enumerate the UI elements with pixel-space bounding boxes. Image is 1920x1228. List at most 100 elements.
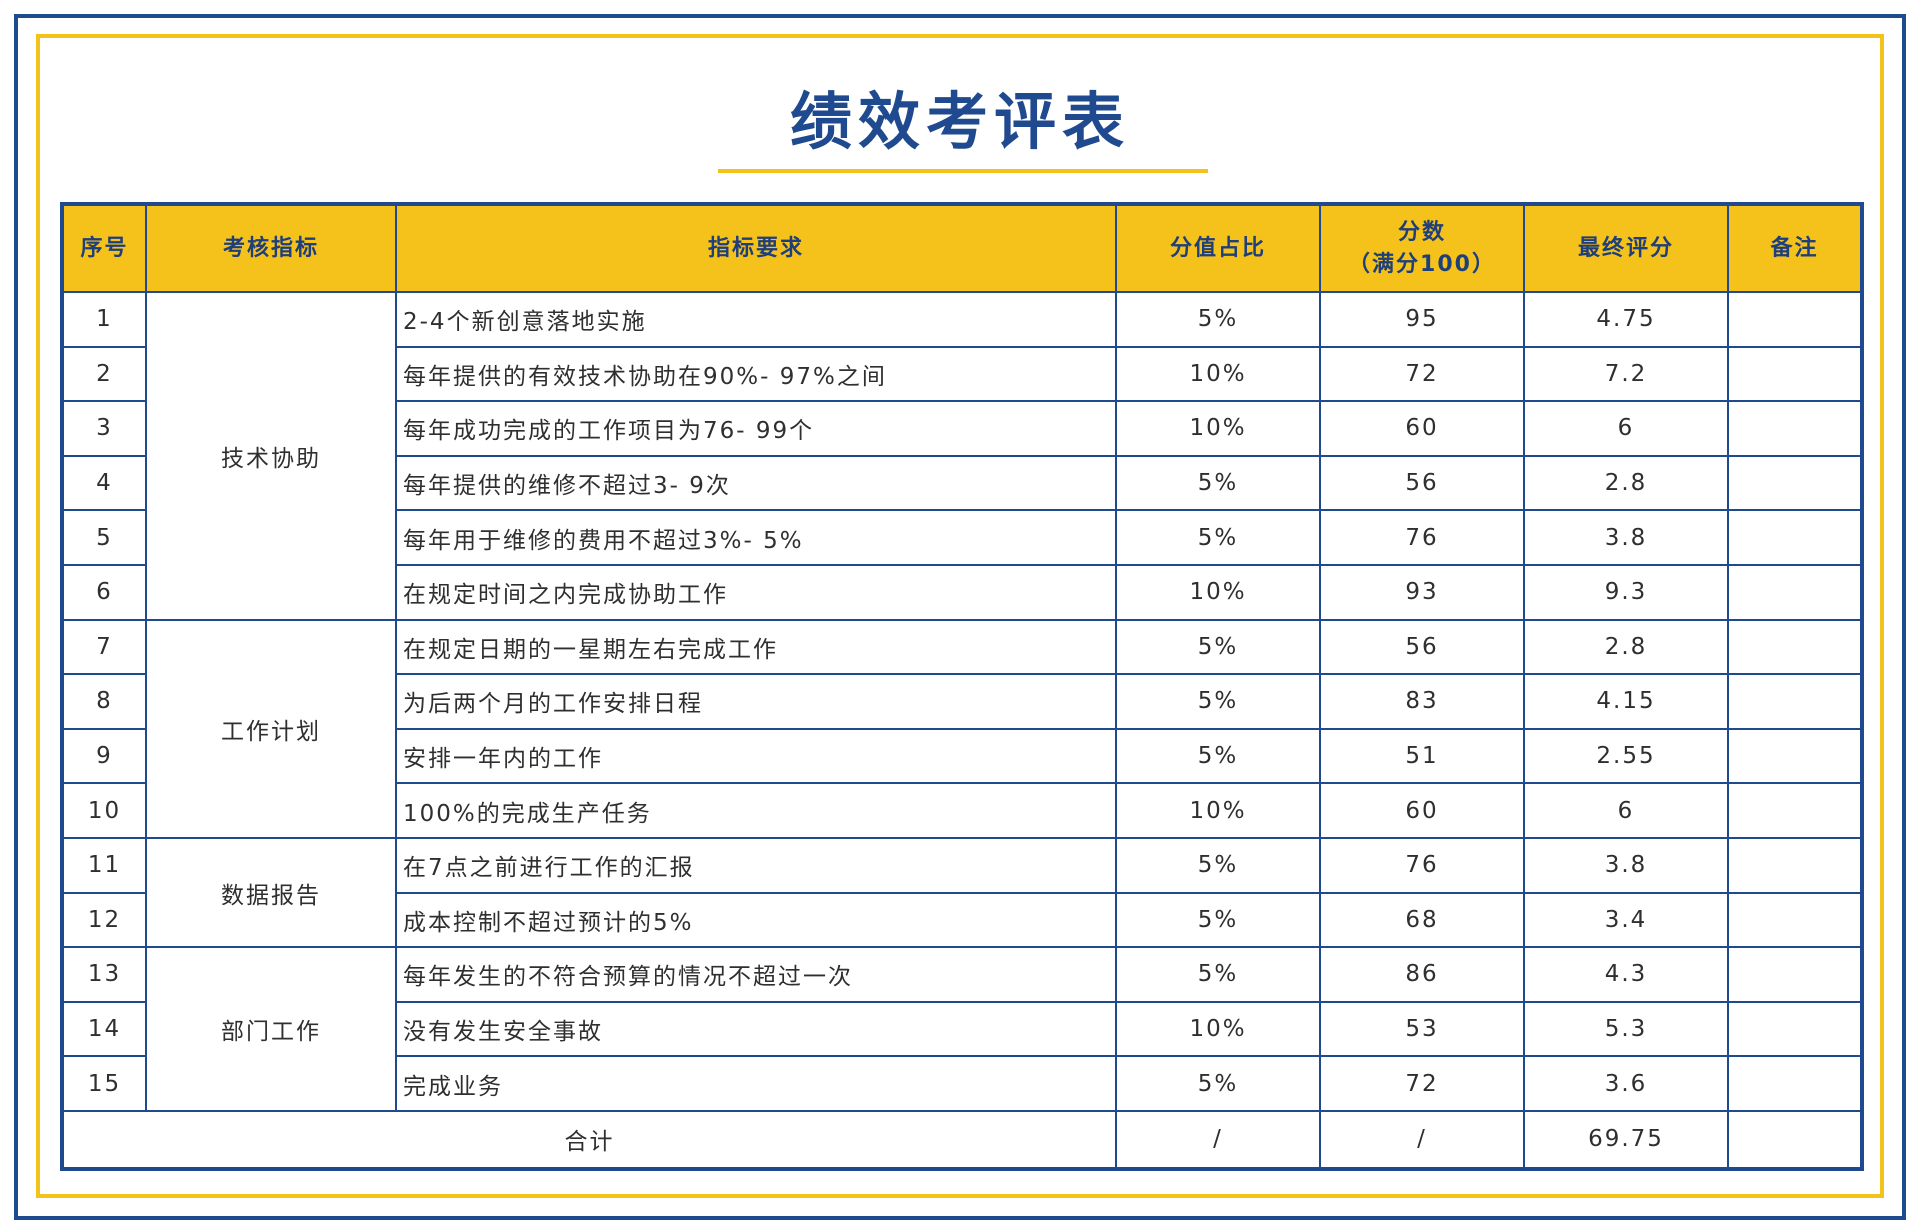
cell-note <box>1727 291 1863 348</box>
table-row: 13 部门工作 每年发生的不符合预算的情况不超过一次 5% 86 4.3 <box>61 946 1863 1112</box>
cell-score: 51 <box>1319 727 1525 785</box>
cell-score: 60 <box>1319 782 1525 839</box>
header-requirement: 指标要求 <box>395 203 1117 293</box>
cell-final: 4.3 <box>1523 946 1729 1003</box>
table-row: 6 在规定时间之内完成协助工作 10% 93 9.3 <box>61 563 1863 621</box>
cell-index: 2 <box>61 345 147 403</box>
cell-note <box>1727 618 1863 676</box>
cell-final: 2.8 <box>1523 618 1729 676</box>
table-row: 7 工作计划 在规定日期的一星期左右完成工作 5% 56 2.8 <box>61 618 1863 839</box>
cell-weight: 10% <box>1115 400 1321 457</box>
cell-score: 72 <box>1319 345 1525 403</box>
cell-note <box>1727 727 1863 785</box>
cell-final: 6 <box>1523 400 1729 457</box>
table-row: 14 没有发生安全事故 10% 53 5.3 <box>61 1000 1863 1058</box>
header-score-line1: 分数 <box>1397 219 1446 245</box>
cell-weight: 5% <box>1115 454 1321 512</box>
cell-weight: 10% <box>1115 782 1321 839</box>
cell-index: 9 <box>61 727 147 785</box>
cell-final: 9.3 <box>1523 563 1729 621</box>
group-label: 技术协助 <box>145 291 397 621</box>
group-label: 数据报告 <box>145 836 397 949</box>
cell-requirement: 成本控制不超过预计的5% <box>395 891 1117 949</box>
title-area: 绩效考评表 <box>0 85 1920 158</box>
total-note <box>1727 1109 1863 1170</box>
header-note: 备注 <box>1727 203 1863 293</box>
cell-final: 5.3 <box>1523 1000 1729 1058</box>
cell-note <box>1727 454 1863 512</box>
table-row: 1 技术协助 2-4个新创意落地实施 5% 95 4.75 <box>61 291 1863 621</box>
cell-score: 68 <box>1319 891 1525 949</box>
cell-final: 3.8 <box>1523 836 1729 894</box>
cell-final: 3.8 <box>1523 509 1729 566</box>
cell-score: 83 <box>1319 673 1525 730</box>
cell-final: 6 <box>1523 782 1729 839</box>
header-index: 序号 <box>61 203 147 293</box>
cell-score: 86 <box>1319 946 1525 1003</box>
performance-table: 序号 考核指标 指标要求 分值占比 分数 （满分100） 最终评分 备注 1 技… <box>60 202 1864 1171</box>
cell-index: 8 <box>61 673 147 730</box>
cell-score: 60 <box>1319 400 1525 457</box>
table-row: 2 每年提供的有效技术协助在90%- 97%之间 10% 72 7.2 <box>61 345 1863 403</box>
total-row: 合计 / / 69.75 <box>61 1109 1863 1170</box>
inner-border <box>36 34 1884 1198</box>
total-label: 合计 <box>61 1109 1117 1170</box>
cell-requirement: 每年用于维修的费用不超过3%- 5% <box>395 509 1117 566</box>
cell-requirement: 每年发生的不符合预算的情况不超过一次 <box>395 946 1117 1003</box>
header-score: 分数 （满分100） <box>1319 203 1525 293</box>
cell-weight: 5% <box>1115 836 1321 894</box>
page-title: 绩效考评表 <box>789 85 1130 158</box>
cell-requirement: 为后两个月的工作安排日程 <box>395 673 1117 730</box>
cell-weight: 5% <box>1115 891 1321 949</box>
cell-requirement: 100%的完成生产任务 <box>395 782 1117 839</box>
cell-requirement: 2-4个新创意落地实施 <box>395 291 1117 348</box>
table-row: 15 完成业务 5% 72 3.6 <box>61 1055 1863 1112</box>
table-row: 5 每年用于维修的费用不超过3%- 5% 5% 76 3.8 <box>61 509 1863 566</box>
cell-index: 15 <box>61 1055 147 1112</box>
cell-requirement: 在7点之前进行工作的汇报 <box>395 836 1117 894</box>
table-row: 9 安排一年内的工作 5% 51 2.55 <box>61 727 1863 785</box>
cell-final: 3.4 <box>1523 891 1729 949</box>
cell-note <box>1727 345 1863 403</box>
cell-requirement: 每年提供的维修不超过3- 9次 <box>395 454 1117 512</box>
total-weight: / <box>1115 1109 1321 1170</box>
cell-requirement: 每年提供的有效技术协助在90%- 97%之间 <box>395 345 1117 403</box>
cell-score: 56 <box>1319 454 1525 512</box>
cell-final: 4.75 <box>1523 291 1729 348</box>
cell-index: 5 <box>61 509 147 566</box>
cell-note <box>1727 673 1863 730</box>
cell-requirement: 安排一年内的工作 <box>395 727 1117 785</box>
title-underline <box>718 169 1208 173</box>
cell-requirement: 在规定日期的一星期左右完成工作 <box>395 618 1117 676</box>
cell-note <box>1727 891 1863 949</box>
group-label: 工作计划 <box>145 618 397 839</box>
cell-final: 3.6 <box>1523 1055 1729 1112</box>
cell-index: 13 <box>61 946 147 1003</box>
cell-weight: 5% <box>1115 946 1321 1003</box>
header-category: 考核指标 <box>145 203 397 293</box>
cell-weight: 5% <box>1115 673 1321 730</box>
cell-final: 2.55 <box>1523 727 1729 785</box>
total-score: / <box>1319 1109 1525 1170</box>
cell-note <box>1727 946 1863 1003</box>
cell-weight: 10% <box>1115 1000 1321 1058</box>
cell-weight: 5% <box>1115 618 1321 676</box>
cell-index: 4 <box>61 454 147 512</box>
cell-index: 6 <box>61 563 147 621</box>
cell-score: 72 <box>1319 1055 1525 1112</box>
table-row: 8 为后两个月的工作安排日程 5% 83 4.15 <box>61 673 1863 730</box>
table-row: 12 成本控制不超过预计的5% 5% 68 3.4 <box>61 891 1863 949</box>
cell-index: 10 <box>61 782 147 839</box>
cell-requirement: 完成业务 <box>395 1055 1117 1112</box>
cell-weight: 5% <box>1115 727 1321 785</box>
table-row: 11 数据报告 在7点之前进行工作的汇报 5% 76 3.8 <box>61 836 1863 949</box>
cell-index: 3 <box>61 400 147 457</box>
cell-note <box>1727 563 1863 621</box>
header-score-line2: （满分100） <box>1348 251 1496 277</box>
cell-requirement: 没有发生安全事故 <box>395 1000 1117 1058</box>
table-row: 10 100%的完成生产任务 10% 60 6 <box>61 782 1863 839</box>
table-row: 4 每年提供的维修不超过3- 9次 5% 56 2.8 <box>61 454 1863 512</box>
cell-index: 7 <box>61 618 147 676</box>
group-label: 部门工作 <box>145 946 397 1112</box>
cell-index: 11 <box>61 836 147 894</box>
